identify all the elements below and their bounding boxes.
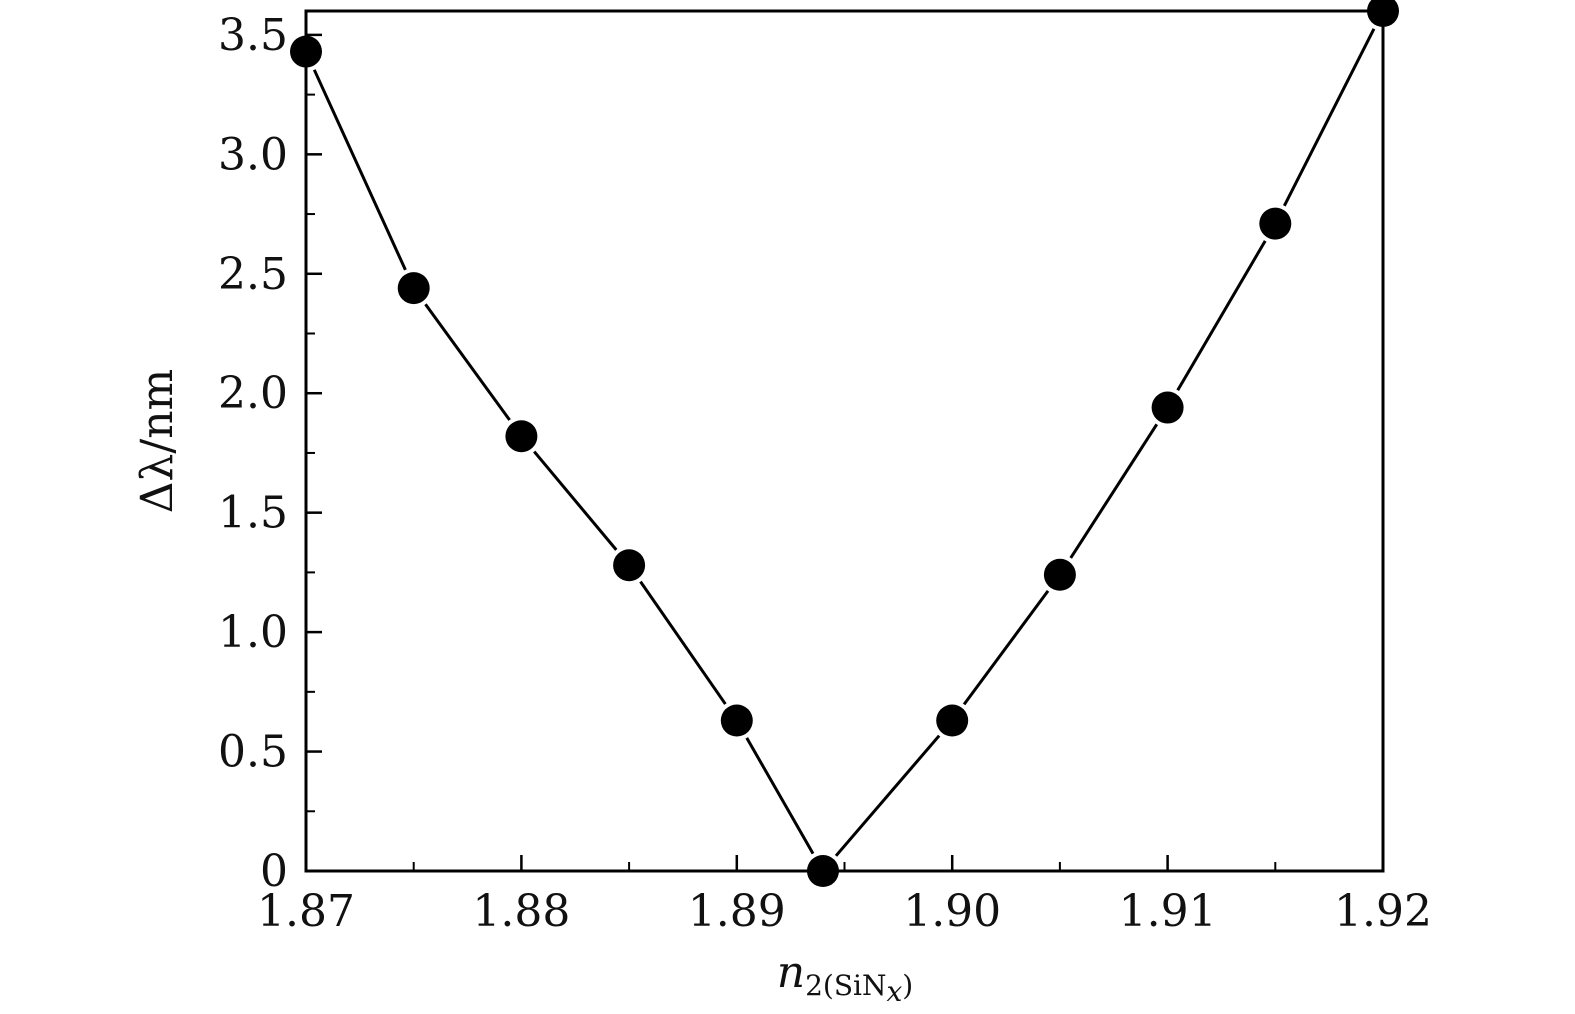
series-line-segment: [639, 580, 727, 705]
x-tick-label: 1.91: [1119, 886, 1217, 937]
x-tick-label: 1.90: [903, 886, 1001, 937]
y-tick-label: 3.5: [218, 10, 288, 61]
data-point: [397, 272, 430, 305]
x-tick-label: 1.87: [257, 886, 355, 937]
x-axis-title-subscript-prefix: 2(SiN: [805, 969, 886, 1002]
data-point: [720, 704, 753, 737]
data-point: [290, 35, 322, 68]
plot-border: [304, 9, 1385, 873]
x-axis-title: n2(SiNx): [777, 947, 913, 1008]
series-line-segment: [1176, 240, 1267, 392]
y-tick-label: 2.0: [218, 368, 288, 419]
x-axis-title-subscript-suffix: ): [902, 969, 913, 1002]
data-point: [505, 420, 538, 453]
y-tick-label: 2.5: [218, 249, 288, 300]
x-tick-label: 1.89: [688, 886, 786, 937]
y-tick-label: 1.5: [218, 488, 288, 539]
y-axis-ticks: 0 0.5 1.0 1.5 2.0 2.5 3.0 3.5: [218, 10, 322, 897]
series-line-segment: [962, 589, 1050, 706]
series-line-segment: [834, 734, 941, 857]
data-point: [806, 855, 839, 887]
data-point: [613, 549, 646, 582]
x-axis-ticks: 1.87 1.88 1.89 1.90 1.91 1.92: [257, 855, 1432, 937]
series-line-segment: [745, 737, 815, 855]
data-point: [1259, 207, 1292, 240]
series-line-segment: [1282, 28, 1376, 207]
series-line-segment: [312, 69, 407, 271]
y-axis-title: Δλ/nm: [132, 369, 183, 514]
series-line-segment: [424, 303, 511, 421]
series-line-segment: [1069, 423, 1159, 559]
y-tick-label: 3.0: [218, 129, 288, 180]
data-point: [1043, 558, 1076, 591]
series-line-segment: [533, 450, 618, 551]
x-axis-title-symbol: n: [777, 947, 805, 998]
data-point: [1367, 0, 1399, 27]
data-point: [1151, 391, 1184, 424]
x-tick-label: 1.92: [1334, 886, 1432, 937]
data-point: [936, 704, 969, 737]
x-tick-label: 1.88: [472, 886, 570, 937]
y-tick-label: 1.0: [218, 607, 288, 658]
y-tick-label: 0: [260, 846, 288, 897]
series-lines: [312, 28, 1376, 857]
y-tick-label: 0.5: [218, 727, 288, 778]
x-axis-title-subscript-var: x: [886, 975, 902, 1008]
plot-frame: [304, 9, 1385, 873]
series-points: [290, 0, 1399, 887]
